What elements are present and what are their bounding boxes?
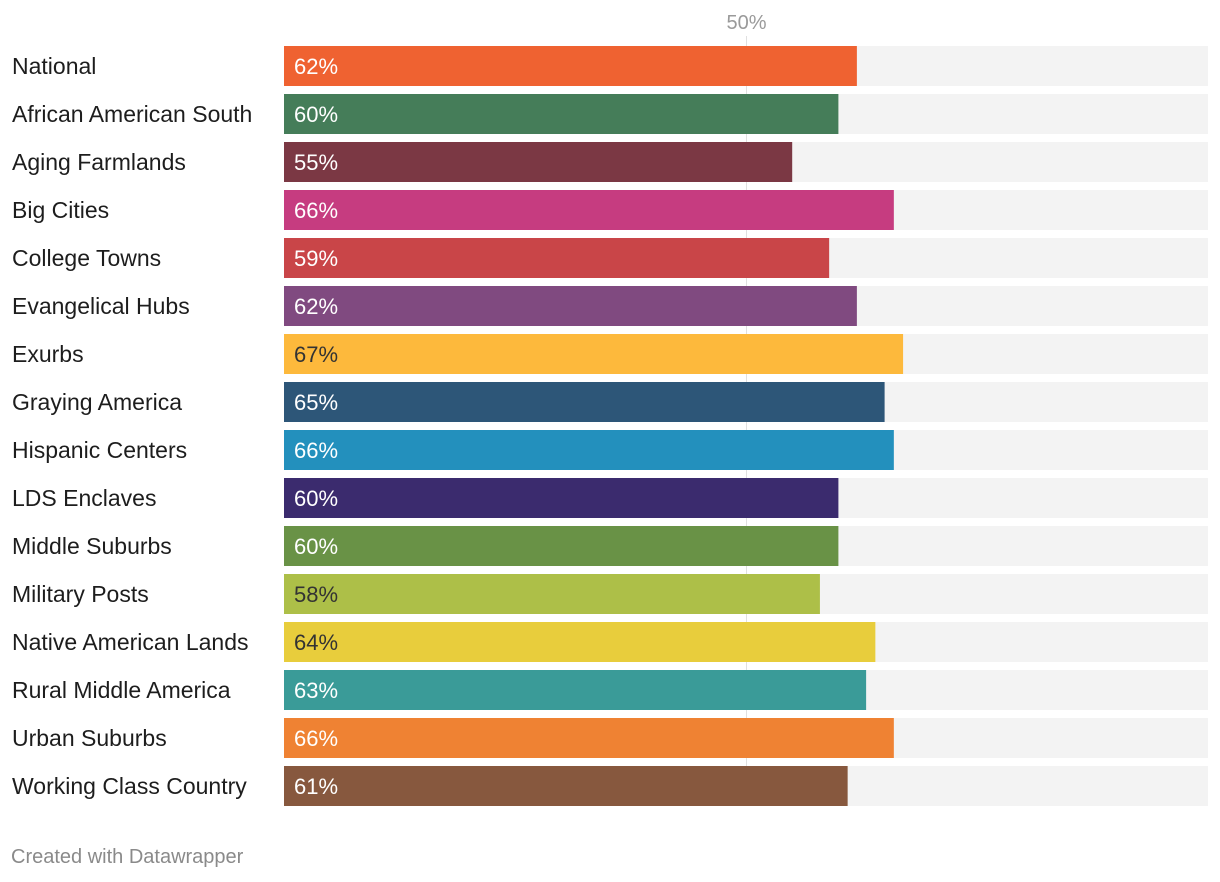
bar-african-american-south [284, 94, 839, 134]
labels: 50% National 62% African American South 60% A… [12, 12, 767, 799]
bar-college-towns [284, 238, 830, 278]
value-label: 61% [294, 774, 338, 799]
bar-graying-america [284, 382, 885, 422]
value-label: 62% [294, 294, 338, 319]
value-label: 65% [294, 390, 338, 415]
value-label: 60% [294, 534, 338, 559]
x-tick-label: 50% [726, 12, 766, 34]
bar-big-cities [284, 190, 894, 230]
value-label: 60% [294, 102, 338, 127]
category-label: National [12, 53, 96, 79]
bar-native-american-lands [284, 622, 876, 662]
bar-rural-middle-america [284, 670, 867, 710]
category-label: Graying America [12, 389, 182, 415]
category-label: Working Class Country [12, 773, 247, 799]
category-label: LDS Enclaves [12, 485, 156, 511]
value-label: 62% [294, 54, 338, 79]
category-label: African American South [12, 101, 252, 127]
bar-military-posts [284, 574, 820, 614]
category-label: Urban Suburbs [12, 725, 167, 751]
bar-aging-farmlands [284, 142, 793, 182]
category-label: Big Cities [12, 197, 109, 223]
datawrapper-credit[interactable]: Created with Datawrapper [11, 846, 244, 868]
value-label: 55% [294, 150, 338, 175]
bar-middle-suburbs [284, 526, 839, 566]
value-label: 64% [294, 630, 338, 655]
category-label: Rural Middle America [12, 677, 231, 703]
data-bars [284, 46, 904, 806]
bar-lds-enclaves [284, 478, 839, 518]
category-label: Exurbs [12, 341, 84, 367]
category-label: Aging Farmlands [12, 149, 186, 175]
value-label: 63% [294, 678, 338, 703]
category-label: Hispanic Centers [12, 437, 187, 463]
value-label: 66% [294, 726, 338, 751]
value-label: 58% [294, 582, 338, 607]
category-label: Native American Lands [12, 629, 249, 655]
value-label: 67% [294, 342, 338, 367]
bar-evangelical-hubs [284, 286, 857, 326]
category-label: College Towns [12, 245, 161, 271]
value-label: 60% [294, 486, 338, 511]
category-label: Military Posts [12, 581, 149, 607]
value-label: 66% [294, 198, 338, 223]
value-label: 59% [294, 246, 338, 271]
value-label: 66% [294, 438, 338, 463]
bar-exurbs [284, 334, 904, 374]
bar-hispanic-centers [284, 430, 894, 470]
bar-national [284, 46, 857, 86]
category-label: Middle Suburbs [12, 533, 172, 559]
bar-working-class-country [284, 766, 848, 806]
category-label: Evangelical Hubs [12, 293, 190, 319]
bar-urban-suburbs [284, 718, 894, 758]
